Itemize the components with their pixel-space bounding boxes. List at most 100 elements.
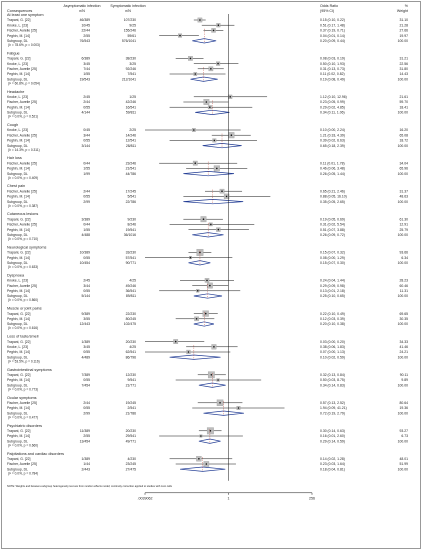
asymptomatic-count: 2/44 <box>83 100 90 104</box>
subgroup-title: Fatigue <box>7 51 20 55</box>
weight-value: 19.97 <box>400 34 409 38</box>
symptomatic-count: 4/230 <box>128 457 137 461</box>
asymptomatic-count: 1/44 <box>83 462 90 466</box>
point-estimate <box>221 190 223 192</box>
point-estimate <box>216 167 218 170</box>
pooled-diamond <box>202 143 242 149</box>
pooled-diamond <box>192 232 224 238</box>
study-label: Peghin, M. [14] <box>7 72 30 76</box>
point-estimate <box>217 379 219 381</box>
asymptomatic-count: 3/45 <box>83 345 90 349</box>
symptomatic-count: 59/61 <box>128 34 137 38</box>
heterogeneity-stat: (I² = 0.0%, p = 0.860) <box>8 298 38 302</box>
weight-value: 48.01 <box>400 457 409 461</box>
study-label: Peghin, M. [14] <box>7 167 30 171</box>
weight-value: 100.00 <box>398 261 408 265</box>
odds-ratio-ci: 0.22 (0.10, 0.49) <box>320 312 345 316</box>
odds-ratio-ci: 0.15 (0.07, 0.32) <box>320 251 345 255</box>
weight-value: 100.00 <box>398 355 408 359</box>
symptomatic-count: 17/245 <box>126 189 136 193</box>
asymptomatic-count: 1/389 <box>82 340 91 344</box>
weight-value: 65.08 <box>400 133 409 137</box>
odds-ratio-ci: 0.51 (0.17, 1.48) <box>320 23 345 27</box>
odds-ratio-ci: 0.26 (0.05, 1.44) <box>320 172 345 176</box>
study-label: Knoke, L. [23] <box>7 128 28 132</box>
study-label: Peghin, M. [14] <box>7 434 30 438</box>
symptomatic-count: 7/541 <box>128 72 137 76</box>
study-label: Trapani, G. [22] <box>7 373 30 377</box>
symptomatic-count: 14/246 <box>126 133 136 137</box>
symptomatic-count: 38/230 <box>126 57 136 61</box>
weight-value: 11.31 <box>400 289 408 293</box>
weight-value: 22.56 <box>400 62 409 66</box>
header-symptomatic-sub: n/N <box>125 9 131 13</box>
study-label: Trapani, G. [22] <box>7 57 30 61</box>
heterogeneity-stat: (I² = 0.0%, p = 0.616) <box>8 326 38 330</box>
symptomatic-count: 3/25 <box>129 62 136 66</box>
odds-ratio-ci: 0.15 (0.10, 0.22) <box>320 18 345 22</box>
heterogeneity-stat: (I² = 0.0%, p = 0.521) <box>8 115 38 119</box>
odds-ratio-ci: 0.23 (0.03, 1.64) <box>320 462 345 466</box>
symptomatic-count: 90/771 <box>126 261 136 265</box>
point-estimate <box>217 228 220 231</box>
odds-ratio-ci: 0.39 (0.02, 6.63) <box>320 139 345 143</box>
symptomatic-count: 9/25 <box>129 23 136 27</box>
weight-value: 27.66 <box>400 29 409 33</box>
odds-ratio-ci: 0.29 (0.09, 0.98) <box>320 284 345 288</box>
weight-value: 100.00 <box>398 39 408 43</box>
asymptomatic-count: 7/389 <box>82 373 91 377</box>
weight-value: 80.64 <box>400 401 409 405</box>
odds-ratio-ci: 0.34 (0.11, 1.06) <box>320 111 345 115</box>
heterogeneity-stat: (I² = 0.0%, p = 0.633) <box>8 265 38 269</box>
asymptomatic-count: 0/55 <box>83 350 90 354</box>
subgroup-title: At least one symptom <box>7 13 44 17</box>
point-estimate <box>202 218 205 220</box>
symptomatic-count: 49/246 <box>126 284 136 288</box>
x-tick-label: 256 <box>309 496 315 500</box>
study-label: Peghin, M. [14] <box>7 34 30 38</box>
study-label: Fischer, Aurelie [25] <box>7 67 37 71</box>
study-label: Peghin, M. [14] <box>7 105 30 109</box>
symptomatic-count: 36/1016 <box>124 233 136 237</box>
weight-value: 6.34 <box>401 256 408 260</box>
asymptomatic-count: 13/454 <box>80 439 90 443</box>
weight-value: 21.61 <box>400 95 409 99</box>
pooled-diamond <box>195 109 230 115</box>
point-estimate <box>219 402 221 404</box>
subgroup-pooled-label: Subgroup, DL <box>7 383 28 387</box>
weight-value: 100.00 <box>398 172 408 176</box>
odds-ratio-ci: 0.08 (0.00, 1.29) <box>320 256 345 260</box>
odds-ratio-ci: 0.26 (0.09, 0.72) <box>320 233 345 237</box>
point-estimate <box>194 73 197 75</box>
study-label: Knoke, L. [23] <box>7 62 28 66</box>
weight-value: 93.27 <box>400 429 409 433</box>
odds-ratio-ci: 1.94 (0.09, 41.21) <box>320 406 347 410</box>
odds-ratio-ci: 0.31 (0.02, 5.54) <box>320 223 345 227</box>
weight-value: 6.73 <box>401 434 408 438</box>
symptomatic-count: 9/230 <box>128 217 137 221</box>
point-estimate <box>199 251 201 254</box>
asymptomatic-count: 5/144 <box>82 294 91 298</box>
study-label: Fischer, Aurelie [25] <box>7 223 37 227</box>
asymptomatic-count: 0/55 <box>83 105 90 109</box>
symptomatic-count: 92/246 <box>126 67 136 71</box>
weight-value: 93.66 <box>400 251 409 255</box>
weight-value: 100.00 <box>398 467 408 471</box>
symptomatic-count: 4/25 <box>129 345 136 349</box>
pooled-diamond <box>169 354 221 360</box>
odds-ratio-ci: 0.23 (0.05, 0.99) <box>320 100 345 104</box>
subgroup-title: Hair loss <box>7 156 22 160</box>
study-label: Trapani, G. [22] <box>7 217 30 221</box>
weight-value: 16.20 <box>400 128 409 132</box>
asymptomatic-count: 3/144 <box>82 144 91 148</box>
weight-value: 65.96 <box>400 167 409 171</box>
weight-value: 31.37 <box>400 189 409 193</box>
heterogeneity-stat: (I² = 0.0%, p = 0.773) <box>8 387 38 391</box>
subgroup-title: Neurological symptoms <box>7 245 47 249</box>
study-label: Peghin, M. [14] <box>7 317 30 321</box>
footnote: NOTE: Weights and between-subgroup heter… <box>7 484 173 488</box>
odds-ratio-ci: 0.35 (0.05, 2.65) <box>320 200 345 204</box>
subgroup-pooled-label: Subgroup, DL <box>7 144 28 148</box>
odds-ratio-ci: 0.32 (0.13, 0.84) <box>320 373 345 377</box>
symptomatic-count: 62/541 <box>126 350 136 354</box>
